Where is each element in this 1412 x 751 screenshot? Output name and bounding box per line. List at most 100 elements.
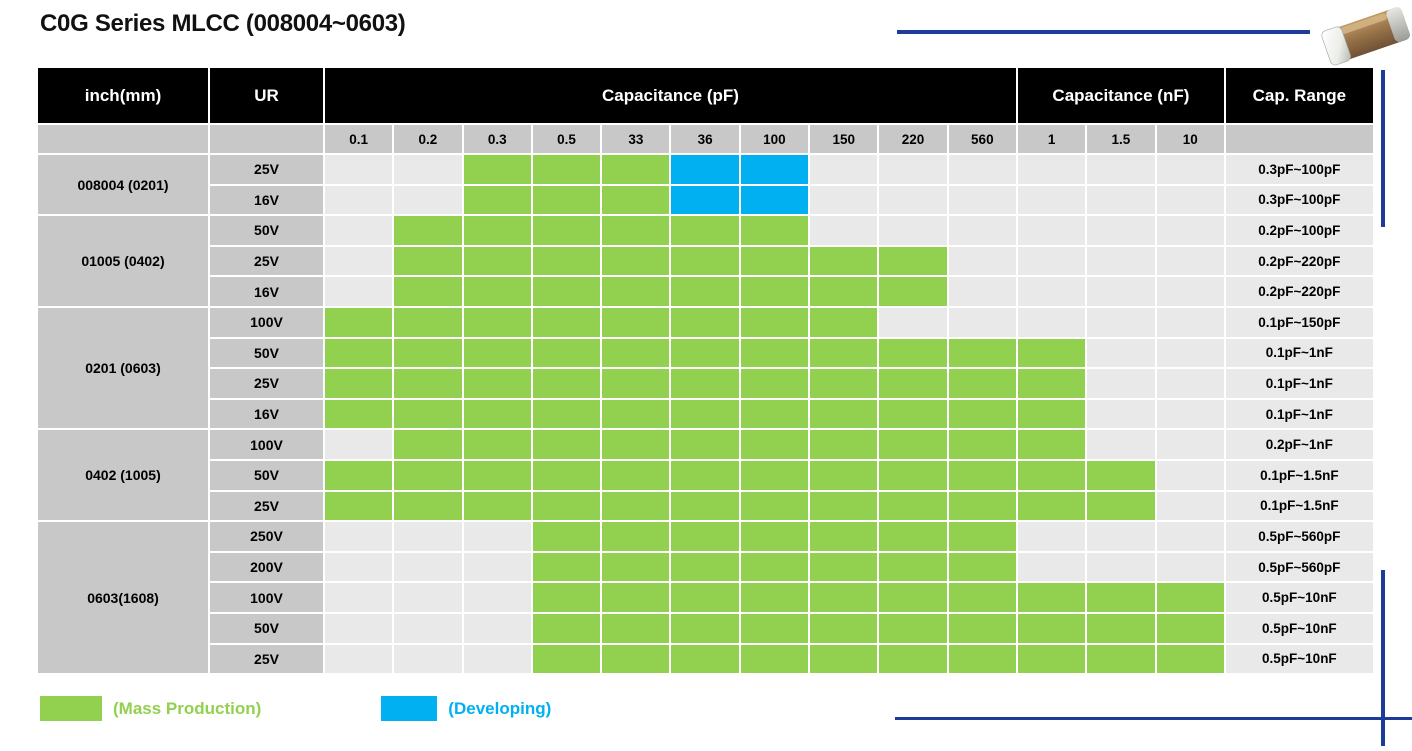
- cell-mass-production: [532, 552, 601, 582]
- cell-empty: [1017, 522, 1086, 551]
- cell-mass-production: [810, 369, 878, 398]
- cell-empty: [1087, 369, 1155, 398]
- cell-empty: [325, 613, 393, 643]
- cell-mass-production: [532, 216, 601, 245]
- cell-mass-production: [948, 583, 1016, 612]
- cell-empty: [394, 185, 462, 215]
- cell-mass-production: [810, 399, 878, 429]
- cell-mass-production: [1087, 613, 1155, 643]
- cell-empty: [1156, 216, 1224, 245]
- cell-mass-production: [1017, 460, 1086, 490]
- cell-mass-production: [810, 460, 878, 490]
- header-capacitance-nf: Capacitance (nF): [1017, 68, 1224, 123]
- cell-mass-production: [948, 430, 1016, 459]
- cell-mass-production: [602, 613, 670, 643]
- cell-empty: [1017, 216, 1086, 245]
- cell-mass-production: [810, 430, 878, 459]
- cell-mass-production: [602, 399, 670, 429]
- cell-empty: [325, 583, 393, 612]
- cell-mass-production: [1156, 583, 1224, 612]
- cell-mass-production: [394, 307, 462, 337]
- right-accent-line-top: [1381, 70, 1385, 227]
- cell-mass-production: [532, 369, 601, 398]
- cell-mass-production: [1017, 399, 1086, 429]
- cell-mass-production: [879, 246, 947, 276]
- cell-mass-production: [463, 307, 531, 337]
- cell-empty: [1087, 399, 1155, 429]
- cell-empty: [1156, 338, 1224, 368]
- cell-mass-production: [948, 399, 1016, 429]
- cell-mass-production: [810, 613, 878, 643]
- capacitance-column-220: 220: [879, 125, 947, 153]
- cell-empty: [463, 644, 531, 674]
- cell-mass-production: [394, 369, 462, 398]
- cell-mass-production: [602, 583, 670, 612]
- cell-mass-production: [810, 491, 878, 521]
- cap-range-value: 0.1pF~1nF: [1225, 399, 1373, 429]
- cell-mass-production: [671, 216, 739, 245]
- cell-mass-production: [740, 399, 809, 429]
- cell-mass-production: [602, 307, 670, 337]
- cell-empty: [463, 613, 531, 643]
- cell-mass-production: [325, 369, 393, 398]
- voltage-label: 200V: [210, 552, 323, 582]
- cell-mass-production: [532, 246, 601, 276]
- capacitance-column-33: 33: [602, 125, 670, 153]
- cell-mass-production: [671, 246, 739, 276]
- cell-mass-production: [671, 277, 739, 306]
- size-label: 01005 (0402): [38, 216, 208, 306]
- cell-mass-production: [394, 216, 462, 245]
- cell-mass-production: [394, 491, 462, 521]
- cell-empty: [325, 644, 393, 674]
- cell-mass-production: [325, 491, 393, 521]
- capacitance-column-150: 150: [810, 125, 878, 153]
- cell-mass-production: [463, 155, 531, 184]
- capacitance-column-0.3: 0.3: [463, 125, 531, 153]
- cell-empty: [1017, 185, 1086, 215]
- cell-mass-production: [325, 307, 393, 337]
- cell-mass-production: [463, 246, 531, 276]
- cell-empty: [1156, 399, 1224, 429]
- cell-mass-production: [532, 491, 601, 521]
- cell-empty: [1087, 430, 1155, 459]
- voltage-label: 100V: [210, 430, 323, 459]
- header-ur: UR: [210, 68, 323, 123]
- cell-mass-production: [671, 399, 739, 429]
- cap-range-value: 0.1pF~1nF: [1225, 338, 1373, 368]
- cap-range-value: 0.2pF~100pF: [1225, 216, 1373, 245]
- cell-mass-production: [1087, 644, 1155, 674]
- cell-mass-production: [463, 430, 531, 459]
- capacitance-column-0.1: 0.1: [325, 125, 393, 153]
- cell-mass-production: [671, 338, 739, 368]
- header-cap-range: Cap. Range: [1225, 68, 1373, 123]
- cell-mass-production: [602, 460, 670, 490]
- cell-mass-production: [879, 613, 947, 643]
- cell-empty: [394, 583, 462, 612]
- capacitance-column-36: 36: [671, 125, 739, 153]
- cell-empty: [948, 155, 1016, 184]
- cell-mass-production: [602, 185, 670, 215]
- cell-mass-production: [463, 185, 531, 215]
- cell-empty: [879, 185, 947, 215]
- cell-mass-production: [740, 644, 809, 674]
- cap-range-value: 0.5pF~10nF: [1225, 644, 1373, 674]
- cell-empty: [394, 155, 462, 184]
- cell-empty: [1156, 155, 1224, 184]
- capacitance-column-100: 100: [740, 125, 809, 153]
- cap-range-value: 0.5pF~560pF: [1225, 552, 1373, 582]
- cap-range-value: 0.1pF~1.5nF: [1225, 460, 1373, 490]
- cell-mass-production: [394, 338, 462, 368]
- cell-mass-production: [948, 491, 1016, 521]
- cell-mass-production: [1017, 644, 1086, 674]
- cell-mass-production: [671, 552, 739, 582]
- cell-mass-production: [1156, 613, 1224, 643]
- cell-empty: [948, 185, 1016, 215]
- cell-mass-production: [740, 246, 809, 276]
- cell-mass-production: [948, 369, 1016, 398]
- cap-range-value: 0.2pF~220pF: [1225, 246, 1373, 276]
- cell-empty: [879, 307, 947, 337]
- cell-mass-production: [948, 522, 1016, 551]
- cell-mass-production: [879, 399, 947, 429]
- cap-range-value: 0.5pF~10nF: [1225, 583, 1373, 612]
- cell-mass-production: [740, 369, 809, 398]
